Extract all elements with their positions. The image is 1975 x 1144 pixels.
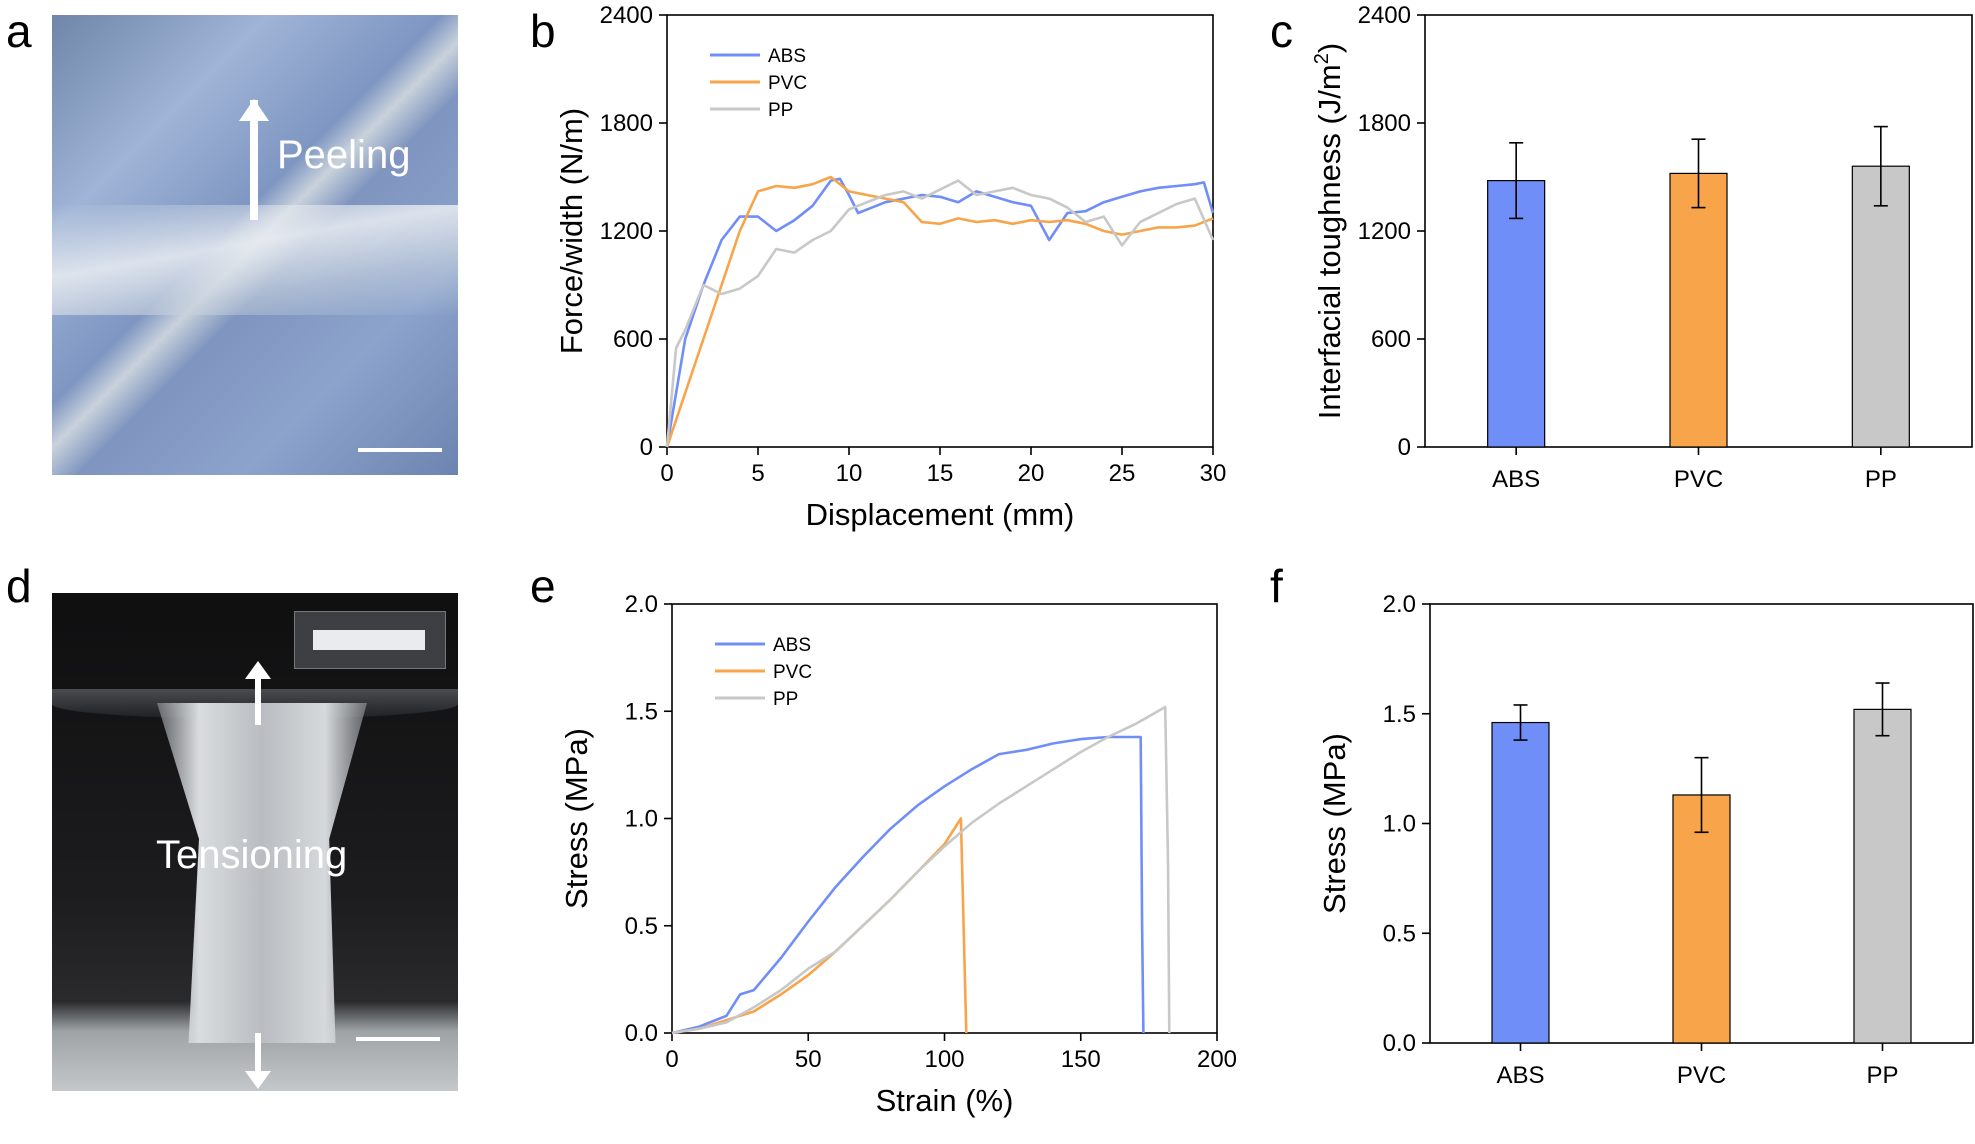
- panel-label-e: e: [530, 560, 556, 612]
- y-tick-label-b: 0: [640, 434, 653, 461]
- series-line-abs-e: [671, 735, 1145, 1035]
- bar-pp-c: [1851, 165, 1910, 448]
- x-tick-label-abs-c: ABS: [1492, 466, 1540, 493]
- x-tick-label-e: 0: [665, 1046, 678, 1073]
- x-tick-label-pvc-c: PVC: [1674, 466, 1723, 493]
- x-tick-label-b: 30: [1200, 460, 1227, 487]
- x-axis-title-e: Strain (%): [876, 1083, 1014, 1118]
- y-axis-title-c: Interfacial toughness (J/m2): [1311, 43, 1347, 419]
- y-tick-label-e: 1.5: [625, 698, 658, 725]
- y-tick-label-f: 0.0: [1383, 1030, 1416, 1057]
- x-tick-label-b: 25: [1109, 460, 1136, 487]
- legend-label-abs-e: ABS: [773, 635, 811, 656]
- y-tick-label-b: 2400: [600, 2, 653, 29]
- bar-pvc-c: [1669, 172, 1728, 448]
- peeling-label: Peeling: [277, 133, 411, 177]
- y-tick-label-c: 2400: [1358, 2, 1411, 29]
- series-line-pp-b: [665, 179, 1215, 448]
- y-tick-label-e: 0.5: [625, 913, 658, 940]
- bar-abs-c: [1487, 180, 1546, 448]
- peeling-arrow-head: [239, 99, 269, 121]
- x-tick-label-pvc-f: PVC: [1677, 1062, 1726, 1089]
- tensioning-photo: Tensioning: [52, 593, 458, 1091]
- scale-bar: [358, 448, 442, 452]
- panel-label-a: a: [6, 5, 32, 57]
- y-tick-label-b: 1200: [600, 218, 653, 245]
- panel-label-d: d: [6, 560, 32, 612]
- legend-label-abs-b: ABS: [768, 46, 806, 67]
- tension-arrow-down: [255, 1033, 261, 1073]
- legend-label-pp-b: PP: [768, 100, 793, 121]
- y-axis-title-f: Stress (MPa): [1317, 733, 1352, 914]
- x-tick-label-e: 150: [1061, 1046, 1101, 1073]
- panel-label-c: c: [1270, 5, 1293, 57]
- panel-label-b: b: [530, 5, 556, 57]
- bar-pvc-f: [1672, 794, 1731, 1044]
- bar-pp-f: [1853, 708, 1912, 1044]
- y-tick-label-c: 1800: [1358, 110, 1411, 137]
- y-tick-label-f: 1.0: [1383, 811, 1416, 838]
- y-tick-label-f: 2.0: [1383, 591, 1416, 618]
- legend-label-pvc-b: PVC: [768, 73, 807, 94]
- y-tick-label-e: 1.0: [625, 806, 658, 833]
- inset-photo: [294, 611, 446, 669]
- y-tick-label-c: 1200: [1358, 218, 1411, 245]
- panel-label-f: f: [1270, 560, 1283, 612]
- x-tick-label-e: 100: [924, 1046, 964, 1073]
- x-tick-label-b: 5: [751, 460, 764, 487]
- y-tick-label-c: 0: [1398, 434, 1411, 461]
- y-tick-label-b: 600: [613, 326, 653, 353]
- x-tick-label-b: 15: [927, 460, 954, 487]
- plot-frame-b: [666, 14, 1214, 448]
- legend-label-pp-e: PP: [773, 689, 798, 710]
- series-line-abs-b: [665, 177, 1215, 448]
- series-line-pvc-b: [665, 175, 1214, 448]
- x-tick-label-e: 50: [795, 1046, 822, 1073]
- y-tick-label-b: 1800: [600, 110, 653, 137]
- series-line-pp-e: [671, 705, 1171, 1035]
- x-tick-label-abs-f: ABS: [1496, 1062, 1544, 1089]
- tension-arrow-up-head: [245, 661, 271, 679]
- scale-bar-d: [356, 1037, 440, 1041]
- peeling-arrow: [250, 100, 258, 220]
- y-axis-title-b: Force/width (N/m): [554, 108, 589, 354]
- x-tick-label-b: 10: [836, 460, 863, 487]
- tension-arrow-up: [255, 675, 261, 725]
- x-tick-label-pp-c: PP: [1865, 466, 1897, 493]
- y-axis-title-e: Stress (MPa): [559, 728, 594, 909]
- tensioning-label: Tensioning: [156, 833, 348, 877]
- series-line-pvc-e: [671, 817, 968, 1035]
- plot-frame-e: [671, 603, 1218, 1034]
- peeling-photo: Peeling: [52, 15, 458, 475]
- y-tick-label-e: 0.0: [625, 1020, 658, 1047]
- y-tick-label-c: 600: [1371, 326, 1411, 353]
- y-tick-label-f: 1.5: [1383, 701, 1416, 728]
- bar-abs-f: [1491, 721, 1550, 1044]
- x-tick-label-b: 0: [660, 460, 673, 487]
- x-tick-label-e: 200: [1197, 1046, 1237, 1073]
- legend-label-pvc-e: PVC: [773, 662, 812, 683]
- y-tick-label-f: 0.5: [1383, 920, 1416, 947]
- y-tick-label-e: 2.0: [625, 591, 658, 618]
- tension-arrow-down-head: [245, 1071, 271, 1089]
- gel-interface: [52, 205, 458, 315]
- x-tick-label-b: 20: [1018, 460, 1045, 487]
- x-axis-title-b: Displacement (mm): [806, 497, 1075, 532]
- x-tick-label-pp-f: PP: [1866, 1062, 1898, 1089]
